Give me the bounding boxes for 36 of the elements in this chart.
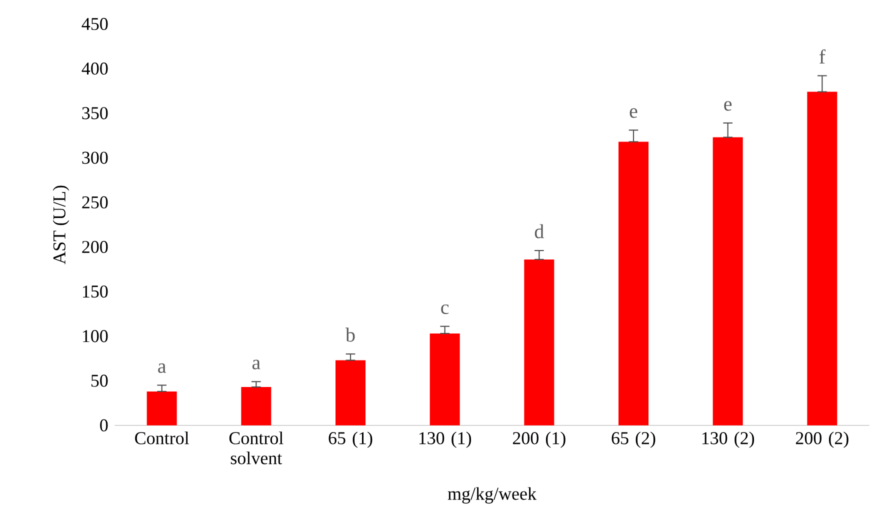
y-tick-label: 450 bbox=[82, 18, 108, 30]
annotation: f bbox=[819, 49, 826, 64]
x-axis-title: mg/kg/week bbox=[448, 487, 537, 504]
bar bbox=[336, 360, 366, 426]
annotation: c bbox=[441, 304, 449, 314]
bar bbox=[618, 142, 649, 426]
annotation: a bbox=[158, 363, 166, 373]
annotation: d bbox=[534, 224, 544, 238]
y-tick-label: 150 bbox=[82, 285, 108, 298]
x-tick-label: 130 (1) bbox=[419, 432, 472, 448]
x-tick-label: 65 (1) bbox=[328, 432, 372, 448]
bar bbox=[807, 92, 838, 426]
x-tick-label: 200 (2) bbox=[796, 432, 848, 448]
y-tick-label: 200 bbox=[82, 240, 108, 254]
y-tick-label: 50 bbox=[91, 374, 108, 387]
bar bbox=[712, 137, 743, 426]
x-tick-label: Control bbox=[135, 432, 189, 444]
y-tick-label: 350 bbox=[82, 107, 108, 120]
bar bbox=[524, 259, 554, 426]
y-tick-label: 250 bbox=[82, 196, 108, 208]
x-tick-label: 65 (2) bbox=[612, 432, 656, 448]
x-tick-label: Control solvent bbox=[229, 432, 284, 464]
y-tick-label: 0 bbox=[100, 419, 108, 432]
x-tick-label: 130 (2) bbox=[702, 432, 754, 448]
bar bbox=[146, 391, 177, 426]
bar bbox=[241, 386, 272, 426]
y-tick-label: 100 bbox=[82, 330, 108, 342]
bar bbox=[430, 333, 460, 426]
y-tick-label: 300 bbox=[82, 152, 108, 164]
y-tick-label: 400 bbox=[82, 62, 108, 75]
annotation: e bbox=[724, 101, 732, 111]
annotation: e bbox=[630, 108, 638, 118]
x-tick-label: 200 (1) bbox=[512, 432, 566, 448]
annotation: b bbox=[346, 328, 355, 342]
y-axis-title: AST (U/L) bbox=[52, 186, 70, 264]
annotation: a bbox=[252, 360, 260, 370]
